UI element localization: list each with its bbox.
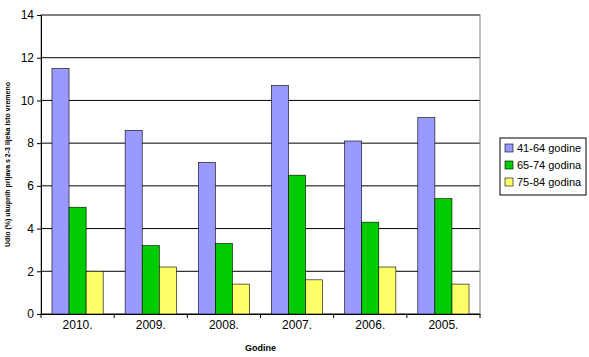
y-axis: 0 2 4 6 8 10 12 14 [21,8,42,321]
legend-box [500,138,586,195]
y-tick: 6 [27,179,41,193]
y-tick-mark [37,143,41,144]
x-tick-label: 2005. [428,318,458,332]
y-tick: 4 [27,222,41,236]
grid-line [41,228,480,229]
x-axis-title: Godine [245,343,276,353]
x-separator [260,314,261,318]
bar [379,267,396,314]
y-tick-label: 4 [27,222,34,236]
y-tick: 8 [27,136,41,150]
x-separator [406,314,407,318]
legend: 41-64 godine 65-74 godina 75-84 godina [500,138,586,195]
grid-line [41,57,480,58]
grid-line [41,271,480,272]
bar [362,222,379,314]
y-tick-mark [37,100,41,101]
x-separator [41,314,42,318]
y-tick-label: 10 [21,94,35,108]
x-tick: 2005. [428,314,458,332]
bar [289,175,306,314]
grid [41,15,480,314]
legend-label: 65-74 godina [517,159,582,171]
legend-label: 41-64 godine [517,142,581,154]
x-tick-label: 2008. [209,318,239,332]
y-axis-title: Udio (%) ukupnih prijava s 2-3 lijeka is… [4,82,12,247]
bar [198,162,215,314]
x-tick: 2008. [209,314,239,332]
y-tick: 12 [21,51,41,65]
bar [452,284,469,314]
y-tick-mark [37,229,41,230]
x-axis: 2010. 2009. 2008. 2007. 2006. 2005. [41,314,481,332]
grid-line [41,100,480,101]
y-tick-mark [37,15,41,16]
bar [159,267,176,314]
y-tick-label: 2 [27,265,34,279]
bar [418,118,435,314]
bar [271,85,288,314]
x-tick-label: 2006. [355,318,385,332]
legend-swatch [505,161,513,169]
bar [69,207,86,314]
y-tick-mark [37,271,41,272]
chart: 0 2 4 6 8 10 12 14 2010. 2009. 2008. 2007. 2006. 2005… [0,0,589,357]
y-tick: 10 [21,94,41,108]
x-separator [480,314,481,318]
x-tick: 2010. [63,314,93,332]
bar [306,280,323,314]
bars [52,68,469,314]
bar [345,141,362,314]
x-separator [114,314,115,318]
y-tick-mark [37,58,41,59]
y-tick: 2 [27,265,41,279]
legend-label: 75-84 godina [517,176,582,188]
y-tick-mark [37,186,41,187]
y-tick-label: 12 [21,51,35,65]
plot-frame [41,15,480,314]
legend-swatch [505,178,513,186]
grid-line [41,143,480,144]
bar [142,246,159,314]
x-tick-label: 2007. [282,318,312,332]
bar [435,199,452,314]
grid-line [41,185,480,186]
y-tick-label: 0 [27,307,34,321]
x-tick-label: 2010. [63,318,93,332]
bar [86,271,103,314]
plot: 0 2 4 6 8 10 12 14 2010. 2009. 2008. 2007. 2006. 2005… [21,8,481,331]
y-axis-line [37,16,42,315]
bar [232,284,249,314]
y-tick-label: 8 [27,136,34,150]
y-tick: 14 [21,8,41,22]
y-tick: 0 [27,307,41,321]
bar [215,244,232,314]
y-tick-label: 14 [21,8,35,22]
x-separators [41,314,480,318]
x-tick: 2007. [282,314,312,332]
y-tick-mark [37,314,41,315]
y-tick-label: 6 [27,179,34,193]
x-separator [187,314,188,318]
legend-swatch [505,144,513,152]
bar [52,68,69,314]
bar [125,130,142,314]
x-tick: 2006. [355,314,385,332]
x-tick-label: 2009. [136,318,166,332]
x-tick: 2009. [136,314,166,332]
x-separator [333,314,334,318]
